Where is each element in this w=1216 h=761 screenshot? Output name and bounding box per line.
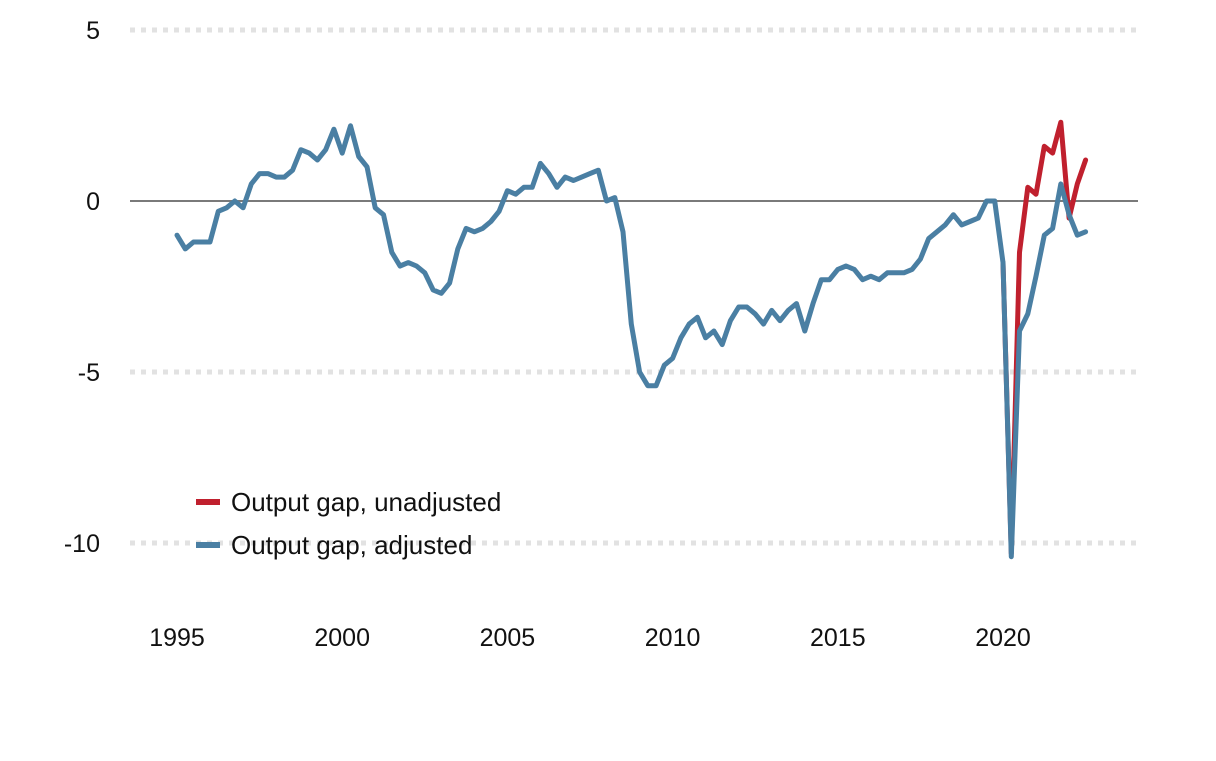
y-tick-label: 0 [86, 188, 100, 216]
x-tick-label: 2015 [810, 624, 866, 652]
legend-label-unadjusted: Output gap, unadjusted [231, 487, 501, 517]
gridlines [130, 27, 1138, 546]
x-axis: 1995 2000 2005 2010 2015 2020 [149, 624, 1031, 652]
x-tick-label: 2005 [480, 624, 536, 652]
x-tick-label: 2000 [314, 624, 370, 652]
series-lines [174, 119, 1089, 560]
y-tick-label: -5 [78, 359, 100, 387]
x-tick-label: 2020 [975, 624, 1031, 652]
y-axis: 5 0 -5 -10 [64, 17, 100, 558]
legend: Output gap, unadjusted Output gap, adjust… [196, 487, 501, 560]
x-tick-label: 2010 [645, 624, 701, 652]
series-line-adjusted [174, 123, 1089, 560]
y-tick-label: 5 [86, 17, 100, 45]
y-tick-label: -10 [64, 530, 100, 558]
legend-label-adjusted: Output gap, adjusted [231, 530, 472, 560]
x-tick-label: 1995 [149, 624, 205, 652]
